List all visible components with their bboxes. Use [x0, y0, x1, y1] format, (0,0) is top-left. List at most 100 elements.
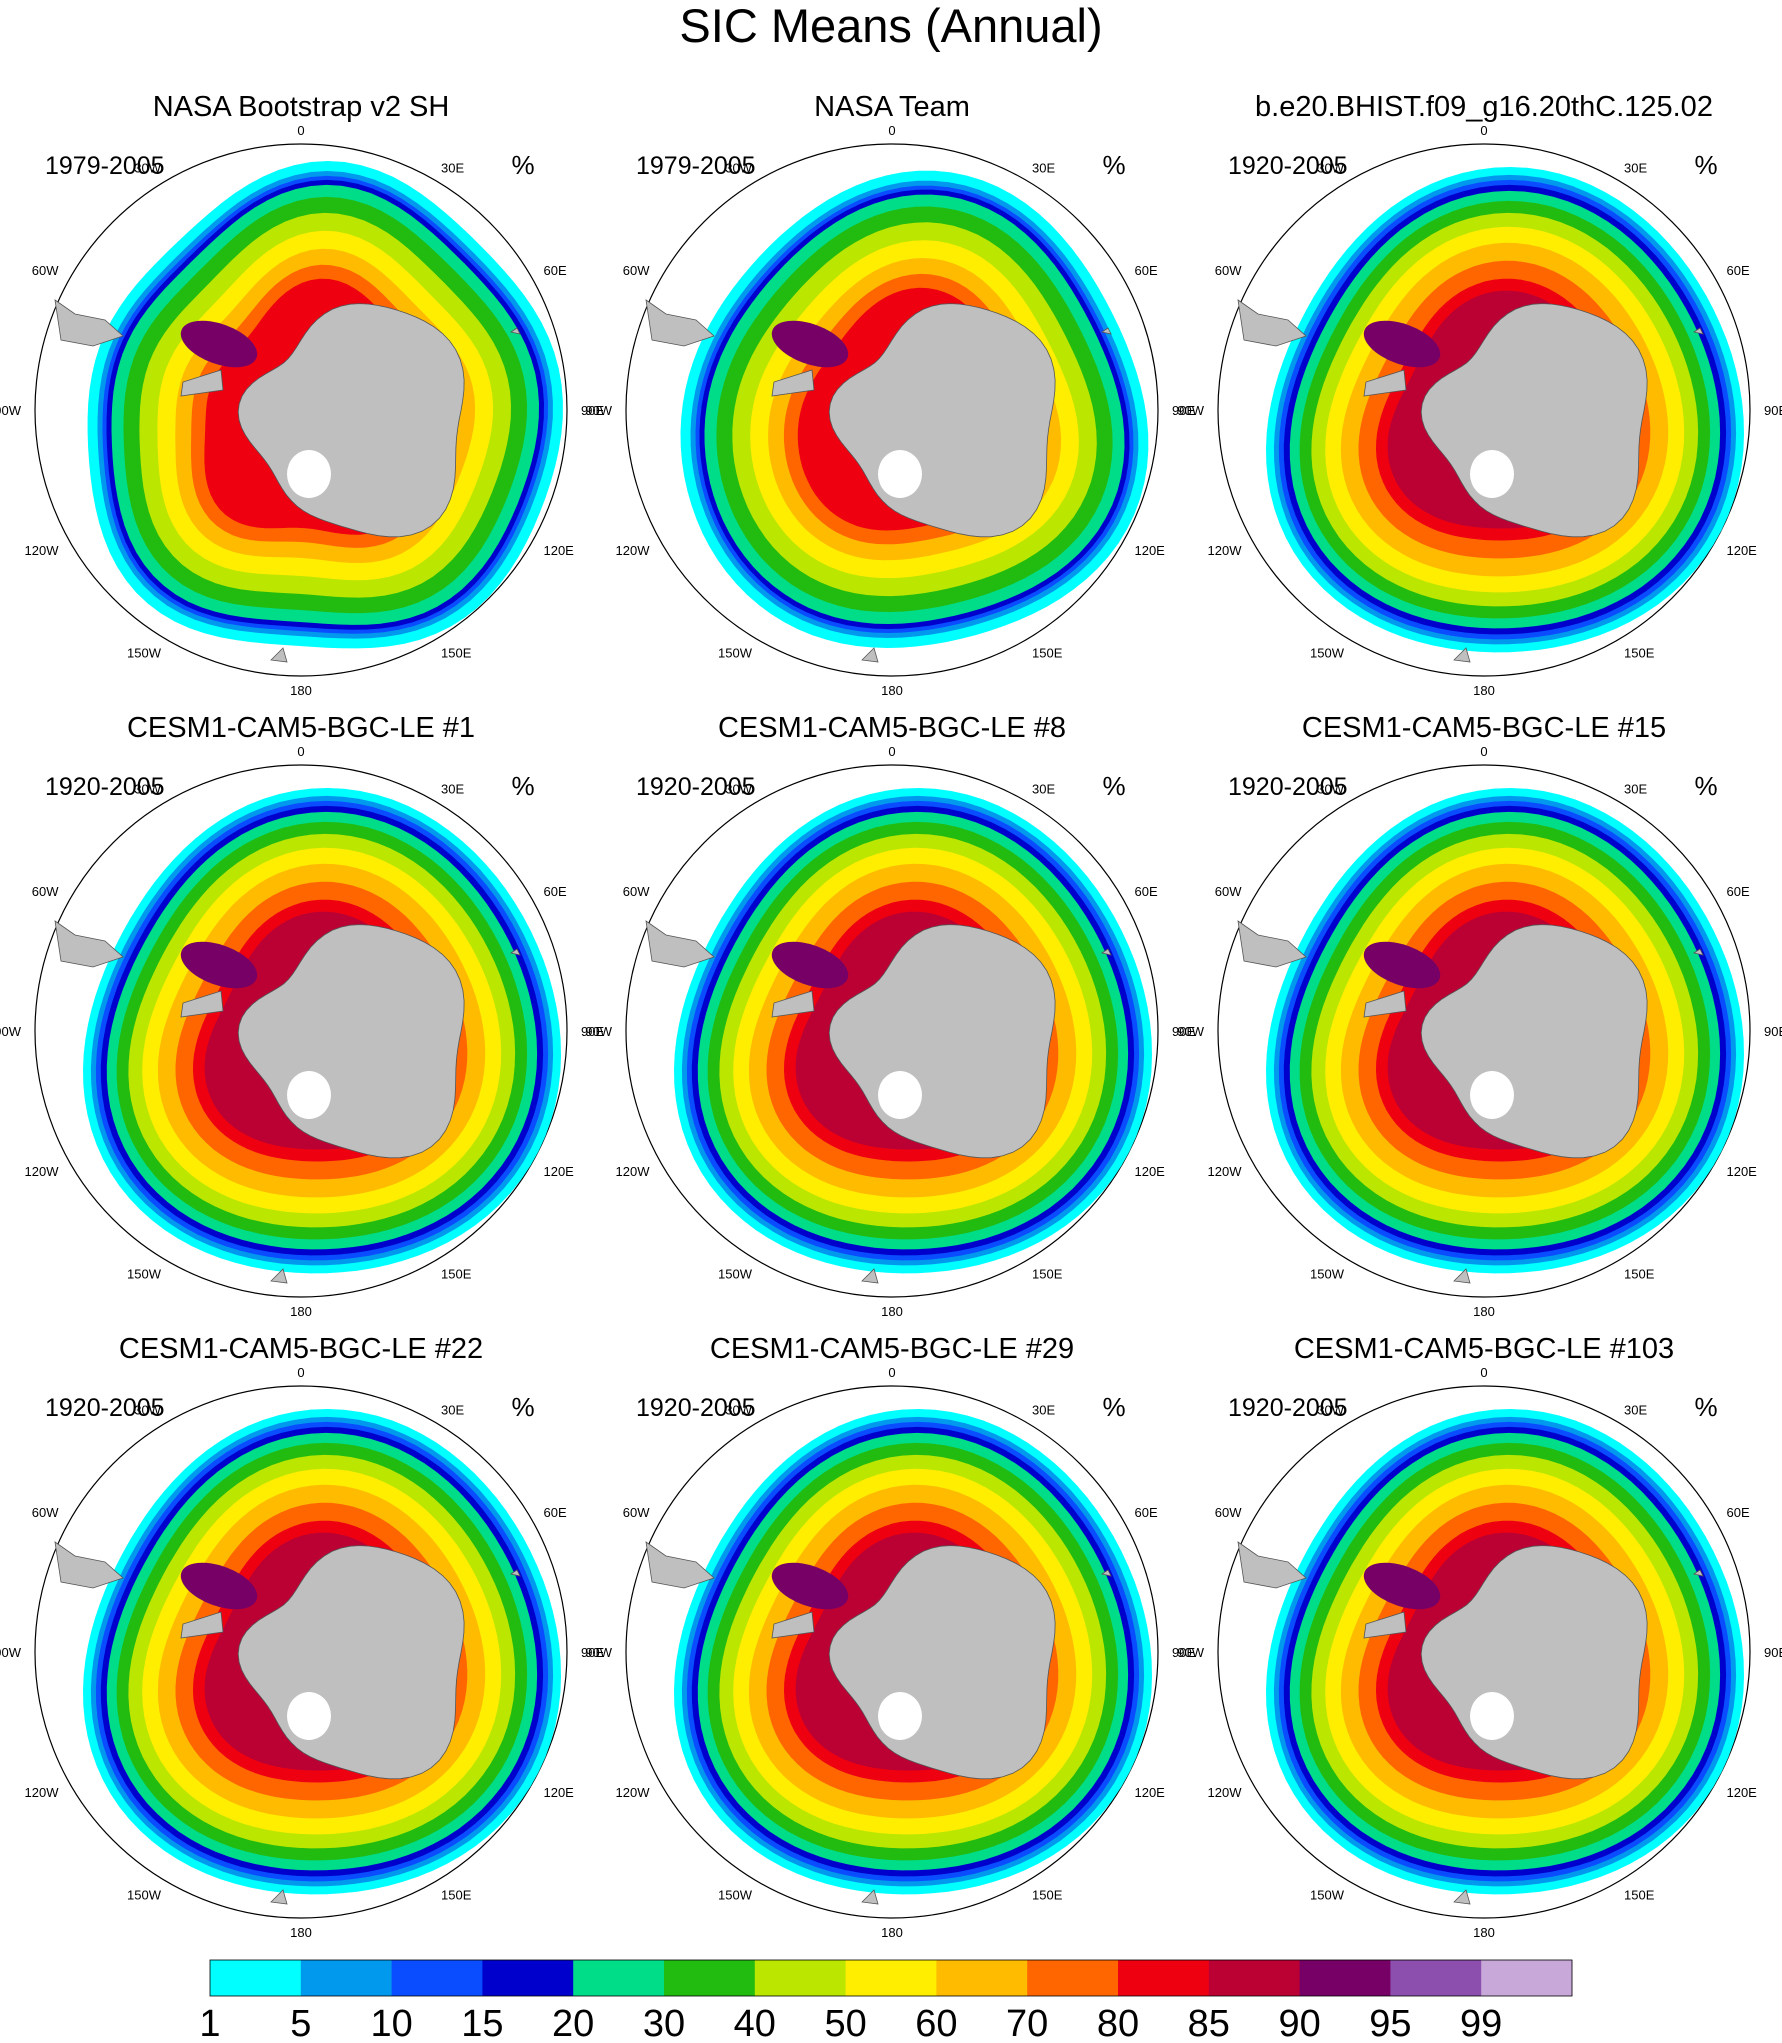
longitude-label: 60E [1134, 1505, 1157, 1520]
longitude-label: 90E [581, 403, 604, 418]
kerguelen-island [509, 327, 521, 335]
kerguelen-island [1100, 1569, 1112, 1577]
longitude-label: 90W [1177, 1024, 1204, 1039]
longitude-label: 30W [1317, 782, 1344, 797]
weddell-sea-pack [180, 941, 258, 989]
south-america-land [1237, 299, 1307, 347]
longitude-label: 120W [616, 1785, 651, 1800]
panel-period: 1979-2005 [45, 152, 165, 180]
longitude-label: 90W [585, 1024, 612, 1039]
longitude-label: 180 [881, 683, 903, 698]
longitude-label: 30E [441, 782, 464, 797]
kerguelen-island [1692, 1569, 1704, 1577]
longitude-label: 30E [1624, 782, 1647, 797]
longitude-label: 150E [1624, 1887, 1655, 1902]
weddell-sea-pack [180, 1562, 258, 1610]
colorbar-bin [1027, 1960, 1119, 1996]
kerguelen-island [1100, 327, 1112, 335]
longitude-label: 180 [290, 1304, 312, 1319]
panel-period: 1920-2005 [1228, 152, 1348, 180]
longitude-label: 150E [441, 645, 472, 660]
longitude-label: 120W [616, 543, 651, 558]
longitude-label: 180 [1473, 683, 1495, 698]
panel-unit: % [1102, 1392, 1125, 1422]
longitude-label: 120W [25, 1785, 60, 1800]
colorbar-bin [1118, 1960, 1210, 1996]
longitude-label: 150W [1310, 1887, 1345, 1902]
map-panel: CESM1-CAM5-BGC-LE #103 1920-2005 % 0 30E 60E 9… [1177, 1333, 1782, 1940]
antarctic-peninsula [771, 369, 815, 397]
panel-title: b.e20.BHIST.f09_g16.20thC.125.02 [1255, 91, 1713, 123]
ross-ice-shelf [1470, 1071, 1514, 1119]
antarctic-peninsula [180, 369, 224, 397]
map-panel: NASA Team 1979-2005 % 0 30E 60E 90E 120E 150E 180… [585, 91, 1195, 698]
longitude-label: 60E [543, 1505, 566, 1520]
longitude-label: 150E [1032, 1887, 1063, 1902]
longitude-label: 0 [297, 1365, 304, 1380]
longitude-label: 150E [441, 1887, 472, 1902]
longitude-label: 60W [32, 884, 59, 899]
longitude-label: 120W [1208, 543, 1243, 558]
colorbar-bin [845, 1960, 937, 1996]
longitude-label: 120W [1208, 1785, 1243, 1800]
longitude-label: 90W [0, 1645, 22, 1660]
longitude-label: 60W [623, 884, 650, 899]
colorbar-tick-label: 90 [1278, 2003, 1320, 2043]
longitude-label: 150W [718, 645, 753, 660]
colorbar-tick-label: 50 [824, 2003, 866, 2043]
longitude-label: 120E [1726, 1785, 1757, 1800]
longitude-label: 0 [888, 123, 895, 138]
panel-title: CESM1-CAM5-BGC-LE #1 [127, 712, 475, 744]
new-zealand-land [1453, 1268, 1471, 1284]
new-zealand-land [861, 1268, 879, 1284]
kerguelen-island [1100, 948, 1112, 956]
kerguelen-island [1692, 327, 1704, 335]
longitude-label: 150E [441, 1266, 472, 1281]
colorbar-tick-label: 70 [1006, 2003, 1048, 2043]
colorbar-tick-label: 20 [552, 2003, 594, 2043]
longitude-label: 120E [1134, 1164, 1165, 1179]
longitude-label: 150W [127, 1887, 162, 1902]
colorbar-frame [209, 1959, 1573, 1997]
weddell-sea-pack [1363, 941, 1441, 989]
new-zealand-land [1453, 647, 1471, 663]
panel-title: NASA Bootstrap v2 SH [153, 91, 450, 123]
longitude-label: 0 [1480, 744, 1487, 759]
map-panel: CESM1-CAM5-BGC-LE #15 1920-2005 % 0 30E 60E 90… [1177, 712, 1782, 1319]
panel-period: 1920-2005 [636, 773, 756, 801]
longitude-label: 180 [1473, 1304, 1495, 1319]
panel-period: 1920-2005 [45, 1394, 165, 1422]
longitude-label: 60E [1726, 263, 1749, 278]
panel-unit: % [1694, 771, 1717, 801]
longitude-label: 90W [0, 403, 22, 418]
longitude-label: 150E [1624, 645, 1655, 660]
longitude-label: 60E [543, 884, 566, 899]
longitude-label: 120W [1208, 1164, 1243, 1179]
antarctic-peninsula [1363, 1611, 1407, 1639]
longitude-label: 60W [1215, 263, 1242, 278]
panel-title: NASA Team [814, 91, 970, 123]
longitude-label: 150W [1310, 1266, 1345, 1281]
south-america-land [54, 920, 124, 968]
longitude-label: 30E [441, 1403, 464, 1418]
panel-period: 1920-2005 [45, 773, 165, 801]
colorbar-bin [210, 1960, 302, 1996]
longitude-label: 150E [1624, 1266, 1655, 1281]
longitude-label: 90E [1764, 1024, 1782, 1039]
map-panel: CESM1-CAM5-BGC-LE #1 1920-2005 % 0 30E 60E 90E… [0, 712, 604, 1319]
colorbar-bin [1299, 1960, 1391, 1996]
longitude-label: 90W [585, 1645, 612, 1660]
south-america-land [1237, 1541, 1307, 1589]
longitude-label: 30W [134, 782, 161, 797]
colorbar-bin [1208, 1960, 1301, 1996]
longitude-label: 0 [888, 744, 895, 759]
longitude-label: 30W [134, 1403, 161, 1418]
longitude-label: 90E [1764, 1645, 1782, 1660]
antarctic-peninsula [180, 990, 224, 1018]
longitude-label: 150W [718, 1266, 753, 1281]
longitude-label: 150W [127, 1266, 162, 1281]
south-america-land [645, 299, 715, 347]
panel-title: CESM1-CAM5-BGC-LE #8 [718, 712, 1066, 744]
ross-ice-shelf [878, 1071, 922, 1119]
